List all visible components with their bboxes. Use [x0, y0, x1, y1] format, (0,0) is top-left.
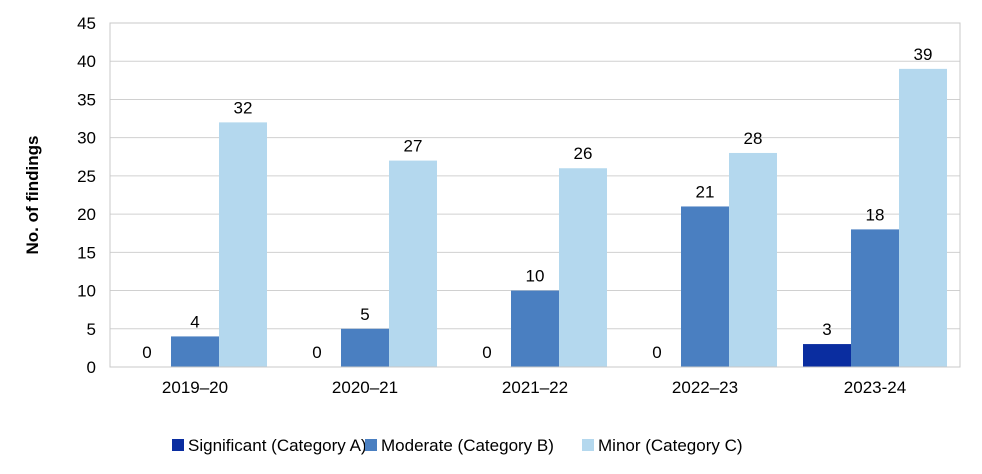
y-axis-ticks: 0 5 10 15 20 25 30 35 40 45 — [77, 14, 96, 377]
data-label: 0 — [482, 343, 491, 362]
bar-moderate-category-b-4 — [851, 229, 899, 367]
bar-minor-category-c-1 — [389, 160, 437, 367]
data-label: 32 — [234, 98, 253, 117]
y-tick-label: 5 — [87, 320, 96, 339]
data-label: 28 — [744, 129, 763, 148]
y-axis-label: No. of findings — [23, 136, 42, 255]
y-tick-label: 30 — [77, 129, 96, 148]
y-tick-label: 45 — [77, 14, 96, 33]
bar-minor-category-c-2 — [559, 168, 607, 367]
data-label: 0 — [142, 343, 151, 362]
bar-moderate-category-b-3 — [681, 206, 729, 367]
data-label: 27 — [404, 137, 423, 156]
bars — [171, 68, 947, 367]
y-tick-label: 20 — [77, 205, 96, 224]
legend-swatch — [365, 439, 377, 451]
data-label: 39 — [914, 45, 933, 64]
data-label: 4 — [190, 312, 199, 331]
legend-swatch — [172, 439, 184, 451]
data-label: 0 — [312, 343, 321, 362]
x-tick-label: 2021–22 — [502, 378, 568, 397]
y-tick-label: 25 — [77, 167, 96, 186]
bar-minor-category-c-4 — [899, 68, 947, 367]
data-label: 26 — [574, 144, 593, 163]
x-tick-label: 2019–20 — [162, 378, 228, 397]
x-tick-label: 2023-24 — [844, 378, 906, 397]
legend-label: Significant (Category A) — [188, 436, 367, 455]
x-tick-label: 2022–23 — [672, 378, 738, 397]
data-label: 18 — [866, 205, 885, 224]
y-tick-label: 15 — [77, 243, 96, 262]
legend-swatch — [582, 439, 594, 451]
data-label: 0 — [652, 343, 661, 362]
bar-moderate-category-b-0 — [171, 336, 219, 367]
data-label: 3 — [822, 320, 831, 339]
bar-minor-category-c-0 — [219, 122, 267, 367]
bar-significant-category-a-4 — [803, 344, 851, 367]
bar-moderate-category-b-2 — [511, 290, 559, 367]
plot-frame — [109, 22, 961, 368]
y-tick-label: 40 — [77, 52, 96, 71]
data-label: 21 — [696, 182, 715, 201]
data-label: 10 — [526, 267, 545, 286]
x-axis-ticks: 2019–20 2020–21 2021–22 2022–23 2023-24 — [162, 378, 906, 397]
legend: Significant (Category A) Moderate (Catego… — [172, 436, 743, 455]
y-tick-label: 10 — [77, 282, 96, 301]
legend-label: Minor (Category C) — [598, 436, 743, 455]
legend-label: Moderate (Category B) — [381, 436, 554, 455]
bar-minor-category-c-3 — [729, 152, 777, 367]
data-label: 5 — [360, 305, 369, 324]
y-tick-label: 0 — [87, 358, 96, 377]
x-tick-label: 2020–21 — [332, 378, 398, 397]
y-tick-label: 35 — [77, 90, 96, 109]
bar-moderate-category-b-1 — [341, 328, 389, 367]
data-labels: 0 4 32 0 5 27 0 10 26 0 21 28 3 18 39 — [142, 45, 932, 362]
